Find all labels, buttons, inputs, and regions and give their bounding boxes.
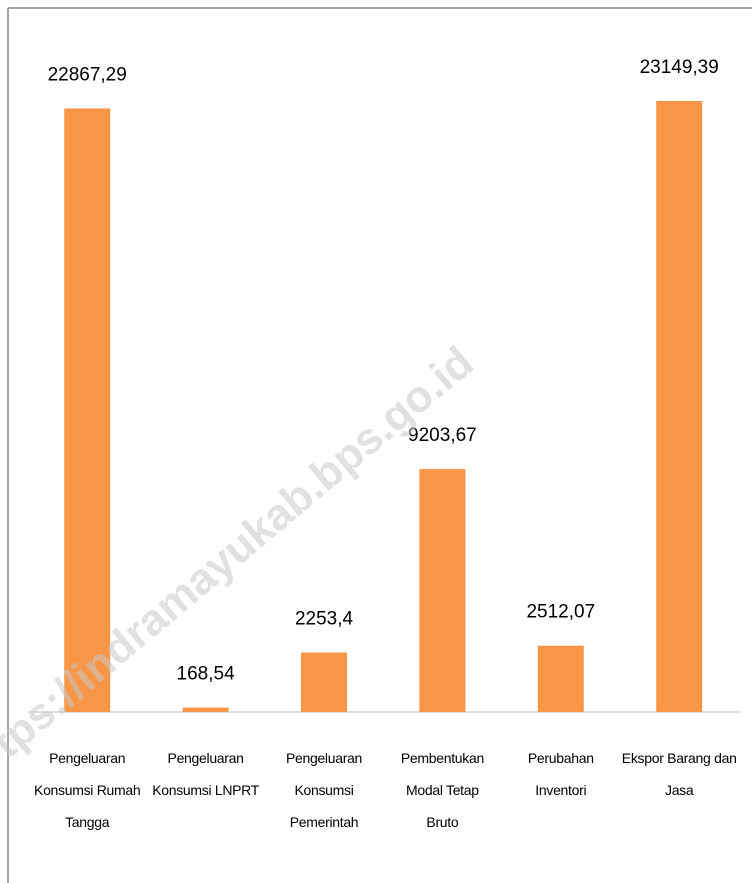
bar	[656, 101, 703, 712]
bar	[301, 652, 347, 712]
bar	[64, 108, 111, 713]
x-tick-label: Pengeluaran Konsumsi LNPRT	[152, 750, 259, 798]
x-tick-label: Pengeluaran Konsumsi Rumah Tangga	[34, 750, 141, 830]
bar	[537, 645, 584, 712]
value-label: 23149,39	[640, 57, 719, 78]
value-label: 2253,4	[295, 609, 354, 630]
x-tick-label: Ekspor Barang dan Jasa	[621, 750, 737, 798]
value-label: 2512,07	[526, 602, 595, 623]
value-label: 168,54	[177, 664, 236, 685]
x-tick-label: Pengeluaran Konsumsi Pemerintah	[285, 750, 363, 830]
bar	[182, 707, 229, 712]
value-label: 9203,67	[408, 425, 477, 446]
x-tick-label: Pembentukan Modal Tetap Bruto	[400, 750, 484, 830]
value-label: 22867,29	[48, 64, 127, 85]
x-tick-label: Perubahan Inventori	[527, 750, 594, 798]
bar	[419, 469, 466, 712]
